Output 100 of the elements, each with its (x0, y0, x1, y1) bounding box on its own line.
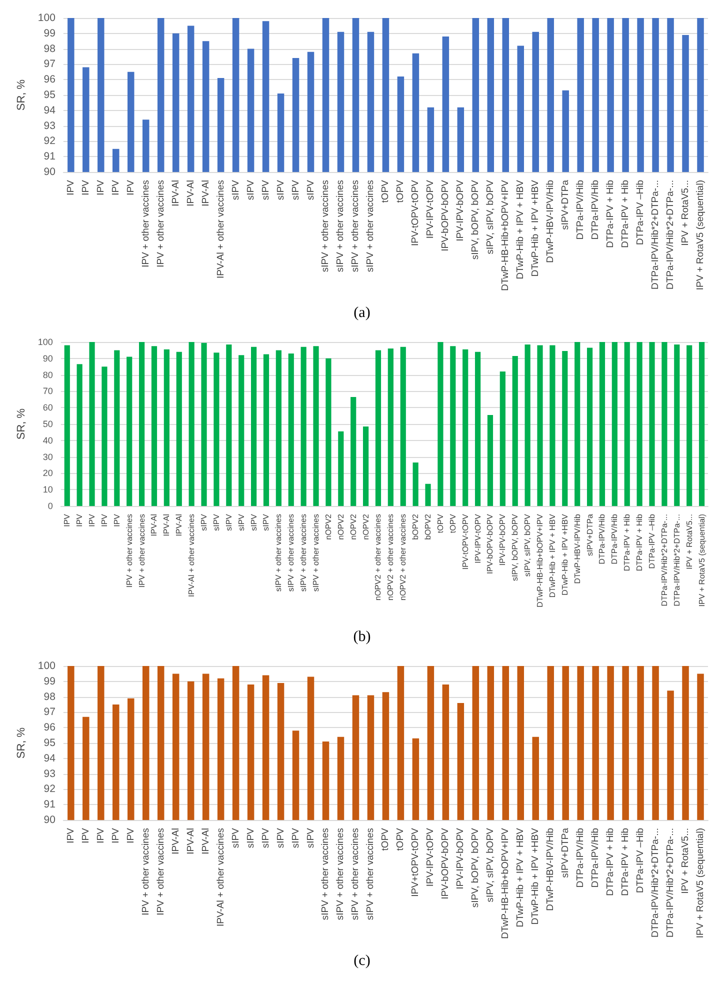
y-tick-label: 100 (38, 660, 56, 672)
x-tick-label: DTwP-Hib + IPV + HBV (548, 513, 557, 598)
x-tick-label: sIPV, sIPV, bOPV (485, 179, 496, 254)
x-tick-label: nOPV2 (336, 513, 346, 540)
x-tick-label: sIPV (275, 827, 286, 848)
y-axis-title: SR, % (16, 408, 28, 440)
x-tick-label: DTPa-IPV/Hib*2+DTPa-... (665, 180, 676, 290)
x-tick-label: sIPV (260, 179, 272, 200)
y-tick-label: 91 (44, 150, 56, 163)
bar (214, 352, 220, 506)
bar (662, 342, 668, 506)
x-tick-label: sIPV (212, 513, 221, 531)
x-tick-label: tOPV (395, 179, 406, 203)
bar (537, 345, 543, 506)
x-tick-label: sIPV + other vaccines (320, 828, 332, 920)
y-tick-label: 94 (44, 752, 56, 764)
bar (263, 354, 270, 506)
x-tick-label: IPV (95, 827, 106, 844)
bar (649, 342, 655, 506)
x-tick-label: IPV-tOPV-tOPV (460, 513, 470, 570)
x-tick-label: sIPV, bOPV, bOPV (510, 513, 520, 582)
bar (686, 345, 692, 506)
x-tick-label: tOPV (395, 827, 406, 851)
bar (574, 342, 580, 506)
x-tick-label: DTPa-IPV/Hib*2+DTPa-... (650, 828, 662, 938)
y-tick-label: 93 (44, 768, 56, 780)
x-tick-label: IPV (112, 513, 122, 527)
x-tick-label: sIPV + other vaccines (335, 828, 346, 920)
y-axis-title: SR, % (16, 79, 28, 111)
x-tick-label: DTPa-IPV/Hib (590, 180, 602, 240)
bar (126, 356, 132, 506)
x-tick-label: DTPa-IPV –Hib (635, 828, 646, 893)
y-tick-label: 91 (44, 798, 56, 811)
x-tick-label: DTPa-IPV/Hib*2+DTPa-... (665, 828, 676, 938)
y-tick-label: 30 (42, 452, 53, 462)
bar (151, 346, 158, 506)
bar (462, 349, 468, 506)
x-tick-label: DTwP-Hib + IPV +HBV (530, 827, 542, 925)
x-tick-label: DTPa-IPV + Hib (620, 828, 632, 896)
x-tick-label: DTPa-IPV/Hib (575, 828, 586, 888)
y-tick-label: 20 (42, 468, 53, 478)
x-tick-label: IPV + other vaccines (137, 514, 146, 588)
x-tick-label: sIPV + other vaccines (312, 514, 321, 592)
bar (612, 342, 618, 506)
bar (89, 342, 95, 506)
x-tick-label: IPV (88, 513, 97, 527)
x-tick-label: IPV (75, 513, 84, 527)
x-tick-label: DTPa-IPV + Hib (605, 180, 616, 248)
x-tick-label: sIPV + other vaccines (299, 514, 308, 592)
x-tick-label: sIPV + other vaccines (320, 180, 332, 272)
x-tick-label: IPV+tOPV-tOPV (410, 827, 422, 897)
x-tick-label: DTwP-HB-Hib+bOPV+IPV (536, 513, 545, 608)
x-tick-label: IPV (110, 179, 122, 196)
x-tick-label: IPV + RotaV5... (684, 514, 694, 570)
bar (64, 345, 70, 506)
x-tick-label: sIPV + other vaccines (350, 828, 362, 920)
x-tick-label: IPV-Al (200, 828, 212, 854)
x-tick-label: sIPV (262, 513, 271, 531)
x-tick-label: sIPV (260, 827, 272, 848)
bar (238, 355, 244, 506)
bar (425, 484, 431, 506)
x-tick-label: IPV (125, 179, 136, 196)
x-tick-label: bOPV2 (411, 513, 420, 540)
y-tick-label: 93 (44, 120, 56, 132)
bar (524, 344, 530, 506)
bar (599, 342, 606, 506)
x-tick-label: IPV-IPV-tOPV (425, 179, 436, 239)
bar (288, 353, 294, 506)
y-tick-label: 96 (44, 74, 56, 86)
bar (586, 348, 593, 506)
x-tick-label: sIPV (249, 513, 258, 531)
x-tick-label: IPV-IPV-tOPV (425, 827, 436, 887)
y-tick-label: 97 (44, 58, 56, 70)
x-tick-label: nOPV2 + other vaccines (386, 514, 396, 600)
bar (388, 348, 394, 506)
bar (201, 342, 207, 506)
x-tick-label: DTwP-HB-Hib+bOPV+IPV (500, 827, 512, 939)
x-tick-label: sIPV, bOPV, bOPV (470, 827, 482, 908)
bar (512, 356, 518, 506)
bar (114, 350, 120, 506)
bar (102, 366, 108, 506)
x-tick-label: IPV-Al (162, 514, 172, 536)
x-tick-label: sIPV (275, 179, 286, 200)
bar (400, 346, 406, 506)
x-tick-label: DTPa-IPV/Hib*2+DTPa-... (660, 514, 669, 606)
bar (362, 426, 369, 506)
y-tick-label: 95 (44, 89, 56, 101)
x-tick-label: sIPV (230, 827, 242, 848)
y-tick-label: 90 (44, 814, 56, 826)
x-tick-label: sIPV, bOPV, bOPV (470, 179, 482, 260)
bar (226, 344, 232, 506)
x-tick-label: IPV + other vaccines (124, 514, 134, 588)
x-tick-label: tOPV (380, 179, 392, 203)
x-tick-label: IPV + other vaccines (140, 828, 152, 916)
x-tick-label: DTwP-Hib + IPV +HBV (530, 179, 542, 277)
x-tick-label: DTwP-Hib + IPV + HBV (515, 827, 526, 928)
bar (450, 346, 456, 506)
bar (313, 346, 319, 506)
x-tick-label: DTPa-IPV + Hib (635, 513, 644, 572)
y-tick-label: 98 (44, 42, 56, 55)
